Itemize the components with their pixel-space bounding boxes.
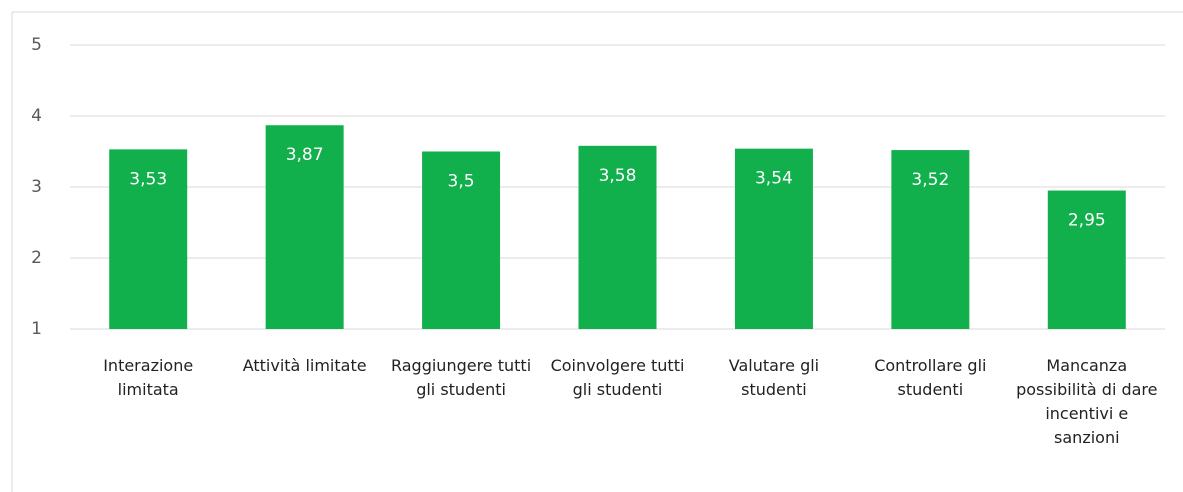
- x-tick-label: Raggiungere tutti gli studenti: [390, 356, 532, 399]
- x-tick-label: Controllare gli studenti: [874, 356, 987, 399]
- data-label: 3,87: [286, 145, 324, 165]
- bar: [578, 145, 657, 329]
- y-tick-label: 3: [31, 177, 42, 197]
- data-label: 3,5: [448, 172, 475, 192]
- y-tick-label: 1: [31, 319, 42, 339]
- data-label: 3,52: [911, 170, 949, 190]
- bar: [422, 151, 501, 329]
- x-tick-label: Mancanza possibilità di dare incentivi e…: [1016, 356, 1158, 447]
- y-tick-label: 4: [31, 106, 42, 126]
- bar: [265, 125, 344, 329]
- y-tick-label: 2: [31, 248, 42, 268]
- x-tick-label: Valutare gli studenti: [728, 356, 820, 399]
- bar: [734, 148, 813, 329]
- bar: [109, 149, 188, 329]
- data-label: 3,54: [755, 169, 793, 189]
- data-label: 2,95: [1068, 211, 1106, 231]
- bar: [1047, 190, 1126, 329]
- y-tick-label: 5: [31, 35, 42, 55]
- data-label: 3,53: [129, 169, 167, 189]
- x-tick-label: Coinvolgere tutti gli studenti: [550, 356, 685, 399]
- data-label: 3,58: [599, 166, 637, 186]
- x-tick-label: Attività limitate: [242, 356, 367, 375]
- bar: [891, 150, 970, 329]
- x-tick-label: Interazione limitata: [103, 356, 194, 399]
